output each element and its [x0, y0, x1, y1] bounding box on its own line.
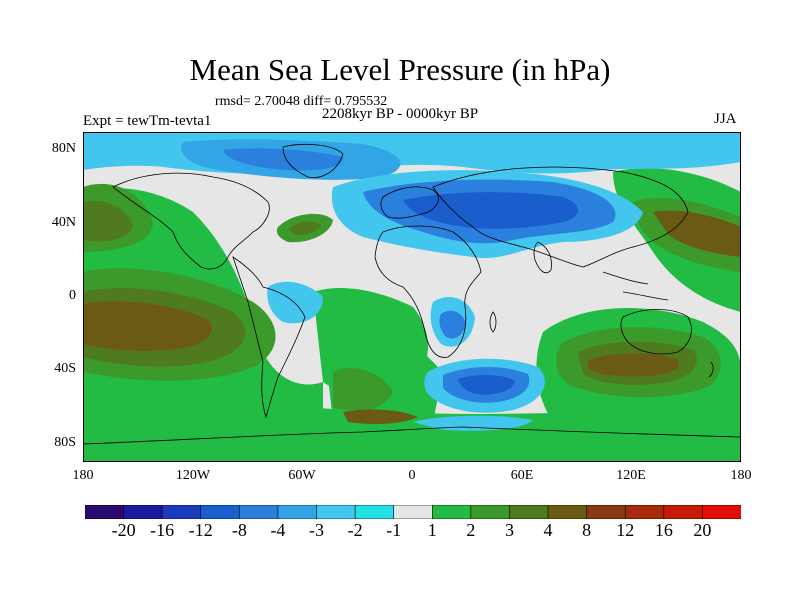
lon-tick-180e: 180	[730, 468, 752, 483]
colorbar-swatch	[277, 505, 318, 519]
colorbar-label: -1	[386, 520, 402, 540]
lat-tick-80s: 80S	[54, 435, 76, 450]
colorbar-label: -16	[150, 520, 175, 540]
lat-tick-0: 0	[69, 288, 76, 303]
colorbar-label: 8	[582, 520, 592, 540]
stats-label: rmsd= 2.70048 diff= 0.795532	[215, 94, 388, 109]
colorbar-label: 12	[616, 520, 635, 540]
experiment-label: Expt = tewTm-tevta1	[83, 113, 212, 129]
map-frame	[83, 132, 741, 462]
colorbar-label: 1	[427, 520, 437, 540]
colorbar-swatch	[161, 505, 202, 519]
coastlines	[83, 143, 741, 445]
colorbar-label: -3	[309, 520, 325, 540]
region-samer-low	[267, 281, 323, 324]
colorbar-swatch	[123, 505, 163, 519]
colorbar-label: -4	[270, 520, 286, 540]
colorbar-label: 2	[466, 520, 476, 540]
colorbar-label: 20	[693, 520, 712, 540]
lon-tick-0: 0	[408, 468, 416, 483]
colorbar-swatch	[239, 505, 279, 519]
colorbar-swatch	[85, 505, 125, 519]
period-label: 2208kyr BP - 0000kyr BP	[322, 106, 479, 122]
region-antarctic-high	[343, 409, 418, 425]
lat-tick-40s: 40S	[54, 361, 76, 376]
colorbar-swatch	[624, 505, 665, 519]
colorbar-swatch	[663, 505, 704, 519]
colorbar-label: -8	[231, 520, 247, 540]
lon-tick-180w: 180	[72, 468, 94, 483]
region-antarctic-low	[413, 415, 533, 431]
region-spac-core	[83, 301, 212, 351]
region-sind-core	[458, 375, 515, 395]
colorbar-label: 3	[504, 520, 514, 540]
colorbar-swatch	[702, 505, 741, 519]
lat-tick-80n: 80N	[51, 141, 76, 156]
figure-title: Mean Sea Level Pressure (in hPa)	[189, 52, 611, 87]
lon-tick-60w: 60W	[288, 468, 316, 483]
region-arctic-core	[223, 148, 344, 171]
colorbar-swatch	[431, 505, 472, 519]
region-natl-core	[288, 221, 321, 236]
lon-tick-120w: 120W	[175, 468, 211, 483]
lon-tick-60e: 60E	[510, 468, 534, 483]
colorbar-label: -2	[347, 520, 363, 540]
region-npac-core-w	[83, 200, 133, 242]
colorbar-label: 16	[654, 520, 673, 540]
pressure-map	[83, 132, 741, 462]
region-antarctic	[83, 423, 741, 462]
region-safr-low	[439, 310, 466, 339]
colorbar-label: -20	[111, 520, 136, 540]
colorbar	[85, 505, 741, 519]
colorbar-swatch	[470, 505, 511, 519]
region-eurasia-core	[403, 192, 578, 229]
season-label: JJA	[714, 111, 737, 127]
lat-tick-40n: 40N	[51, 215, 76, 230]
colorbar-swatch	[586, 505, 627, 519]
lon-tick-120e: 120E	[616, 468, 646, 483]
region-satl-high	[333, 368, 393, 412]
colorbar-label: 4	[543, 520, 553, 540]
colorbar-swatch	[509, 505, 549, 519]
colorbar-swatch	[316, 505, 356, 519]
region-ind-core	[588, 353, 680, 377]
colorbar-swatch	[200, 505, 241, 519]
region-wpac-core	[653, 210, 741, 257]
colorbar-swatch	[354, 505, 395, 519]
colorbar-swatch	[547, 505, 588, 519]
colorbar-swatch	[393, 505, 434, 519]
colorbar-label: -12	[188, 520, 213, 540]
